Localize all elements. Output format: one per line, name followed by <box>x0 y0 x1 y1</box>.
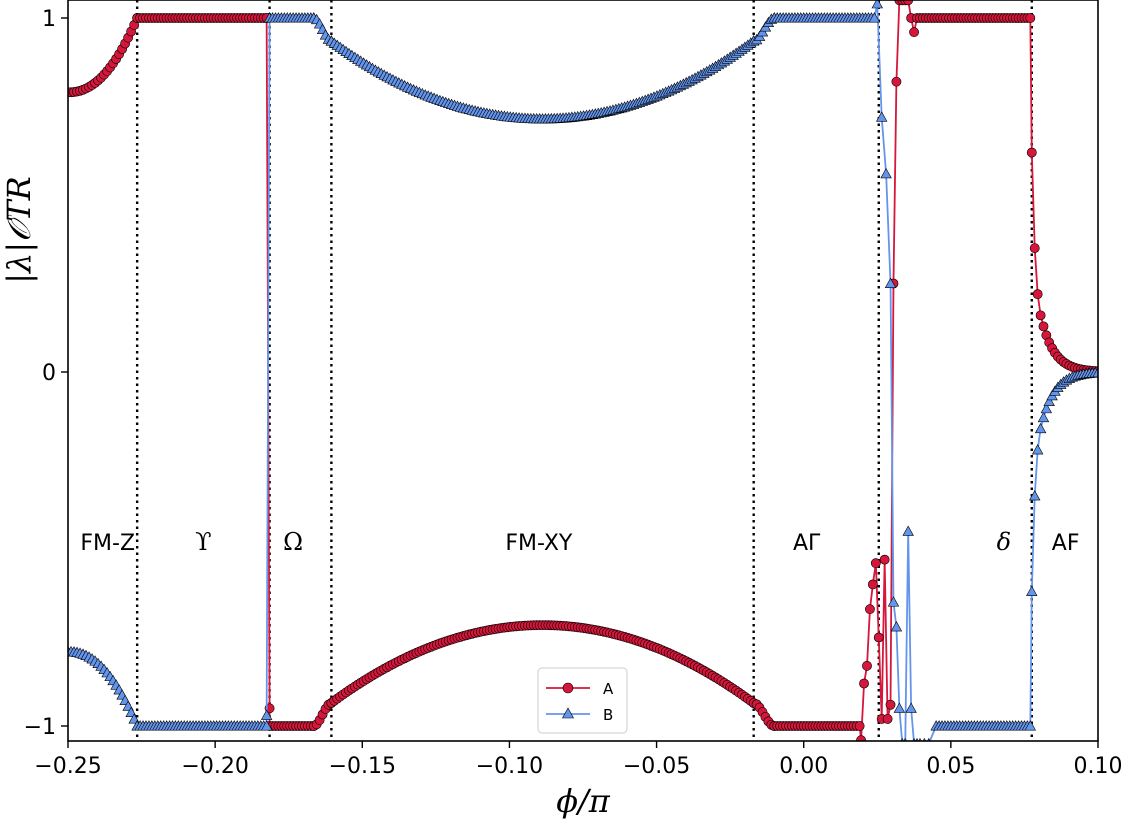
phase-label-4: FM-XY <box>505 531 573 556</box>
point-a-282 <box>870 558 881 569</box>
x-tick-label-1: −0.20 <box>181 754 248 779</box>
point-b-284 <box>880 167 892 179</box>
legend-marker-b <box>561 707 575 719</box>
point-a-339 <box>1035 310 1046 321</box>
point-a-278 <box>859 678 869 689</box>
point-a-287 <box>885 699 896 710</box>
legend-label-a: A <box>603 680 614 698</box>
phase-label-5: AΓ <box>793 531 821 556</box>
x-axis: −0.25 −0.20 −0.15 −0.10 −0.05 0.00 0.05 0.10 <box>34 741 1122 779</box>
point-a-285 <box>879 554 890 565</box>
point-a-276 <box>854 721 865 731</box>
phase-labels: FM-Z ϒ Ω FM-XY AΓ δ AF <box>80 528 1079 556</box>
y-axis-title: |λ|𝒪TR <box>0 176 38 283</box>
plot-frame <box>67 0 1099 742</box>
point-b-354 <box>1092 366 1098 378</box>
y-tick-label-2: 1 <box>42 7 56 32</box>
point-a-337 <box>1029 243 1040 253</box>
y-axis: −1 0 1 <box>24 7 68 740</box>
series-layer <box>68 0 1098 741</box>
point-a-286 <box>882 714 893 724</box>
legend-label-b: B <box>603 706 613 724</box>
point-b-283 <box>875 111 888 122</box>
point-a-279 <box>862 660 872 671</box>
point-b-337 <box>1043 395 1055 407</box>
y-tick-label-0: −1 <box>24 715 56 740</box>
legend-box <box>537 667 628 734</box>
x-tick-label-2: −0.15 <box>329 754 396 779</box>
point-b-282 <box>871 0 883 9</box>
x-tick-label-0: −0.25 <box>34 754 101 779</box>
legend: A B <box>537 667 628 734</box>
point-a-340 <box>1038 321 1049 332</box>
point-b-330 <box>1024 720 1037 731</box>
point-a-295 <box>909 27 919 38</box>
point-b-334 <box>1034 422 1047 434</box>
point-b-286 <box>887 596 900 607</box>
point-b-291 <box>902 525 914 536</box>
x-tick-label-6: 0.05 <box>926 754 975 779</box>
series-a <box>68 0 1098 741</box>
phase-label-2: ϒ <box>195 528 211 556</box>
phase-label-3: Ω <box>283 528 303 556</box>
x-tick-label-5: 0.00 <box>779 754 828 779</box>
point-a-335 <box>1025 13 1036 23</box>
y-tick-label-1: 0 <box>42 361 56 386</box>
point-b-281 <box>868 12 881 23</box>
series-b <box>68 0 1098 741</box>
point-b-332 <box>1029 490 1041 501</box>
point-a-281 <box>867 579 878 590</box>
plot-background <box>68 0 1098 741</box>
point-b-336 <box>1040 402 1053 414</box>
point-a-336 <box>1026 147 1037 158</box>
point-b-68 <box>260 720 273 731</box>
x-axis-title: ϕ/π <box>556 782 611 820</box>
point-b-331 <box>1026 585 1038 596</box>
point-b-335 <box>1037 411 1050 423</box>
point-a-280 <box>865 604 875 615</box>
point-a-283 <box>873 632 884 643</box>
point-b-292 <box>905 702 917 713</box>
point-b-69 <box>260 709 273 720</box>
point-a-338 <box>1032 289 1043 300</box>
point-b-22 <box>128 713 140 724</box>
x-tick-label-3: −0.10 <box>476 754 543 779</box>
phase-label-1: FM-Z <box>80 531 135 556</box>
x-tick-label-4: −0.05 <box>623 754 690 779</box>
point-b-288 <box>893 702 906 713</box>
phase-label-6: δ <box>997 528 1011 556</box>
point-b-333 <box>1031 444 1044 455</box>
point-a-277 <box>856 735 866 741</box>
legend-marker-a <box>562 682 574 694</box>
x-tick-label-7: 0.10 <box>1074 754 1123 779</box>
point-a-289 <box>891 76 902 87</box>
phase-label-7: AF <box>1052 531 1080 556</box>
point-b-287 <box>890 621 903 632</box>
point-b-285 <box>884 277 897 288</box>
